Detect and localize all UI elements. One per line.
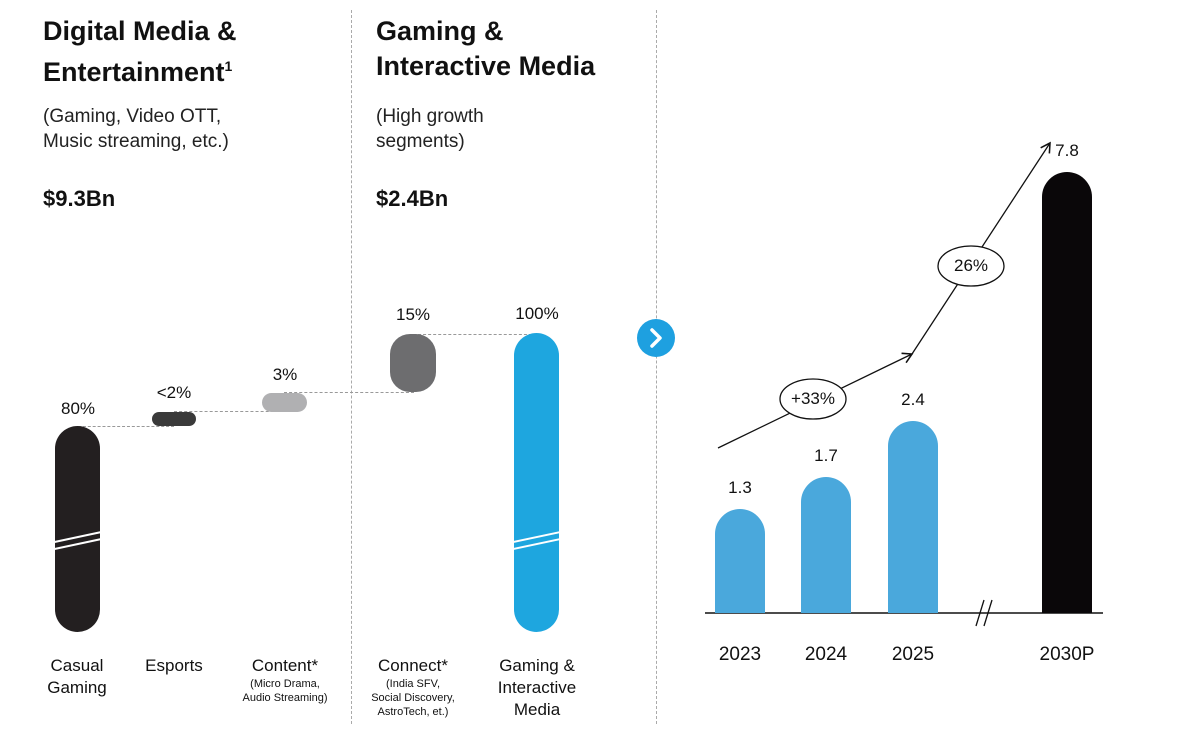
axis-break-mark	[983, 599, 993, 627]
axis-break-mark	[975, 599, 985, 627]
category-note: Audio Streaming)	[242, 692, 328, 704]
gim-subtitle-line1: (High growth	[376, 106, 484, 127]
gim-subtitle: (High growth segments)	[376, 104, 484, 154]
connector-line	[174, 411, 284, 412]
gim-title-line1: Gaming &	[376, 16, 504, 46]
bar-2023	[715, 509, 765, 613]
dme-subtitle-line1: (Gaming, Video OTT,	[43, 106, 222, 127]
category-line: Content*	[251, 656, 319, 675]
value-label: 2.4	[901, 390, 925, 409]
category-esports: Esports	[145, 656, 203, 675]
gim-subtitle-line2: segments)	[376, 131, 465, 152]
dme-total: $9.3Bn	[43, 186, 116, 211]
section-divider	[656, 10, 657, 724]
dme-title-line1: Digital Media &	[43, 16, 237, 46]
category-content: Content* (Micro Drama, Audio Streaming)	[225, 655, 345, 705]
label-connect-pct: 15%	[395, 305, 431, 324]
cagr-bubble-1	[779, 378, 847, 420]
value-label: 7.8	[1055, 141, 1079, 160]
x-tick-label: 2023	[718, 644, 762, 665]
bar-2030P	[1042, 172, 1092, 613]
label-gaming-pct: 100%	[515, 304, 559, 323]
growth-annotation-2: 26%	[953, 256, 989, 275]
section-divider	[351, 10, 352, 724]
growth-annotation-1: +33%	[791, 389, 835, 408]
category-note: (India SFV,	[385, 678, 440, 690]
bar-connect	[390, 334, 436, 392]
bar-esports	[152, 412, 196, 426]
label-esports-pct: <2%	[156, 383, 192, 402]
category-line: Gaming &	[499, 656, 575, 675]
x-tick-label: 2030P	[1039, 644, 1095, 665]
category-line: Interactive	[497, 678, 577, 697]
gim-title-line2: Interactive Media	[376, 51, 596, 81]
category-casual-gaming: Casual Gaming	[27, 655, 127, 699]
value-label: 1.7	[814, 446, 838, 465]
category-connect: Connect* (India SFV, Social Discovery, A…	[353, 655, 473, 719]
category-note: (Micro Drama,	[250, 678, 320, 690]
value-label: 1.3	[728, 478, 752, 497]
category-line: Gaming	[47, 678, 107, 697]
bar-gaming-interactive-media	[514, 333, 559, 632]
bar-casual-gaming	[55, 426, 100, 632]
label-casual-pct: 80%	[60, 399, 96, 418]
bar-2025	[888, 421, 938, 613]
dme-title: Digital Media & Entertainment1	[43, 14, 237, 90]
label-content-pct: 3%	[272, 365, 298, 384]
chevron-right-icon	[637, 319, 675, 357]
cagr-bubble-2	[937, 245, 1005, 287]
x-tick-label: 2024	[804, 644, 848, 665]
footnote-marker: 1	[224, 58, 233, 74]
category-note: Social Discovery,	[371, 692, 455, 704]
category-line: Connect*	[378, 656, 448, 675]
bar-2024	[801, 477, 851, 613]
dme-subtitle-line2: Music streaming, etc.)	[43, 131, 229, 152]
category-line: Media	[513, 700, 561, 719]
category-gaming-interactive-media: Gaming & Interactive Media	[477, 655, 597, 721]
category-line: Casual	[50, 656, 104, 675]
gim-title: Gaming & Interactive Media	[376, 14, 595, 84]
category-note: AstroTech, et.)	[377, 706, 449, 718]
bar-content	[262, 393, 307, 412]
connector-line	[413, 334, 537, 335]
x-tick-label: 2025	[891, 644, 935, 665]
connector-line	[78, 426, 174, 427]
dme-subtitle: (Gaming, Video OTT, Music streaming, etc…	[43, 104, 229, 154]
connector-line	[284, 392, 414, 393]
gim-total: $2.4Bn	[376, 186, 449, 211]
dme-title-line2: Entertainment	[43, 57, 225, 87]
